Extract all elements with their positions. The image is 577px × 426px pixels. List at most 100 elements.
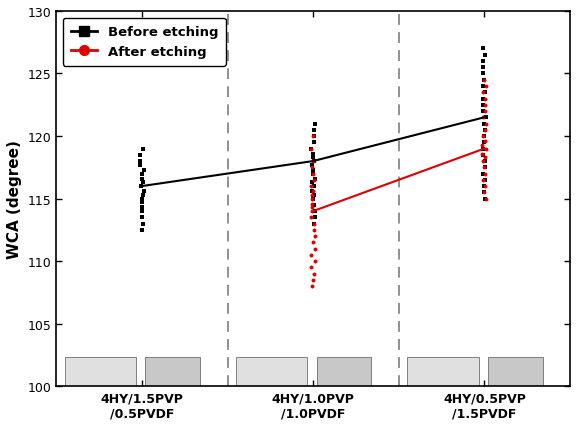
Point	[139, 188, 148, 195]
Point	[309, 171, 318, 178]
Point	[479, 115, 488, 121]
Point	[482, 196, 491, 202]
Point	[309, 183, 319, 190]
Point	[138, 146, 148, 153]
Point	[481, 171, 490, 178]
Point	[307, 264, 316, 271]
Point	[478, 108, 488, 115]
Point	[138, 214, 147, 221]
Point	[482, 83, 491, 90]
Point	[310, 246, 320, 253]
Point	[482, 121, 491, 128]
Point	[307, 188, 316, 195]
Point	[478, 158, 488, 165]
Point	[310, 208, 320, 215]
Point	[138, 179, 148, 186]
Point	[139, 192, 148, 199]
Point	[479, 183, 489, 190]
Point	[308, 277, 317, 284]
Point	[137, 176, 147, 183]
Point	[481, 127, 490, 134]
Point	[310, 233, 320, 240]
Point	[479, 77, 489, 84]
Point	[135, 152, 144, 159]
Bar	[317, 357, 372, 386]
Point	[481, 177, 490, 184]
Point	[478, 146, 488, 153]
Point	[308, 164, 317, 171]
Point	[479, 190, 488, 196]
Point	[479, 89, 488, 96]
Point	[308, 167, 317, 174]
Point	[309, 227, 318, 234]
Point	[479, 83, 488, 90]
Point	[310, 192, 319, 199]
Point	[478, 58, 488, 65]
Point	[309, 151, 318, 158]
Point	[136, 162, 145, 169]
Point	[310, 202, 319, 209]
Point	[310, 221, 319, 227]
Point	[478, 171, 487, 178]
Point	[307, 179, 316, 186]
Point	[308, 201, 317, 207]
Point	[478, 102, 488, 109]
Point	[309, 127, 319, 134]
Point	[479, 133, 489, 140]
Point	[481, 196, 490, 202]
Point	[137, 204, 146, 211]
Point	[478, 65, 488, 72]
Point	[480, 155, 489, 161]
Point	[482, 115, 491, 121]
Point	[310, 214, 319, 221]
Point	[309, 221, 319, 227]
Point	[308, 283, 317, 290]
Point	[137, 196, 146, 202]
Point	[308, 208, 317, 215]
Point	[481, 52, 490, 59]
Point	[480, 127, 489, 134]
Point	[308, 196, 317, 202]
Point	[137, 208, 147, 215]
Point	[479, 77, 489, 84]
Point	[478, 142, 487, 149]
Point	[479, 121, 489, 128]
Point	[481, 183, 490, 190]
Point	[307, 183, 316, 190]
Point	[480, 102, 489, 109]
Point	[478, 177, 488, 184]
Point	[137, 171, 147, 178]
Point	[478, 151, 487, 158]
Point	[481, 138, 490, 145]
Point	[310, 158, 319, 165]
Point	[478, 152, 488, 159]
Point	[481, 158, 490, 165]
Point	[139, 167, 148, 174]
Point	[479, 164, 488, 171]
Point	[480, 108, 489, 115]
Point	[307, 204, 316, 211]
Legend: Before etching, After etching: Before etching, After etching	[63, 18, 226, 67]
Y-axis label: WCA (degree): WCA (degree)	[7, 140, 22, 259]
Point	[479, 71, 488, 78]
Point	[308, 188, 317, 195]
Point	[479, 133, 488, 140]
Point	[310, 121, 320, 128]
Point	[306, 214, 316, 221]
Point	[481, 164, 490, 171]
Point	[481, 146, 490, 153]
Point	[136, 158, 145, 165]
Point	[310, 258, 319, 265]
Point	[137, 227, 147, 234]
Point	[309, 158, 318, 165]
Point	[308, 239, 317, 246]
Bar	[65, 357, 136, 386]
Point	[480, 96, 489, 103]
Bar	[236, 357, 308, 386]
Point	[310, 271, 319, 277]
Point	[308, 155, 317, 161]
Point	[307, 146, 316, 153]
Bar	[488, 357, 542, 386]
Point	[308, 192, 317, 199]
Point	[306, 146, 316, 153]
